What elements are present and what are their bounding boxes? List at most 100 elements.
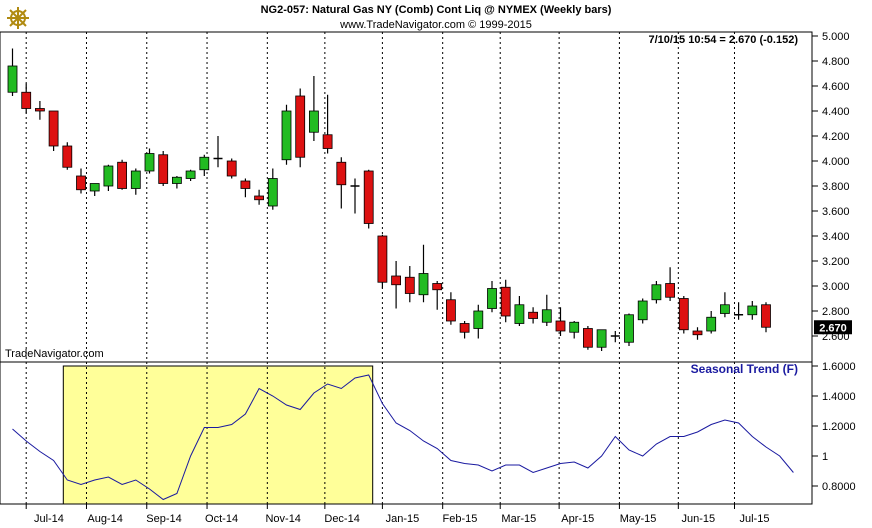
date-axis-label: Dec-14 [324, 513, 359, 525]
candle-body [500, 286, 511, 317]
candle [391, 261, 402, 309]
quote-readout: 7/10/15 10:54 = 2.670 (-0.152) [648, 34, 798, 46]
candle [226, 158, 237, 179]
candle [418, 244, 429, 303]
last-value-marker: 2.670 [814, 320, 852, 335]
price-axis-tick-label: 4.000 [822, 156, 850, 168]
candle-body [596, 329, 607, 348]
candle [665, 267, 675, 301]
price-axis-tick-label: 4.800 [822, 56, 850, 68]
candle [267, 168, 278, 210]
candle [692, 327, 703, 340]
chart-subtitle: www.TradeNavigator.com © 1999-2015 [339, 19, 532, 31]
candle-body [336, 161, 347, 186]
candle [322, 94, 333, 154]
candle [432, 281, 443, 310]
candle-body [583, 328, 593, 348]
seasonal-trend-line [12, 374, 794, 501]
price-axis-tick-label: 3.200 [822, 256, 850, 268]
price-axis-tick-label: 3.800 [822, 181, 850, 193]
price-axis-tick-label: 4.200 [822, 131, 850, 143]
candle-body [514, 304, 525, 324]
candle [363, 169, 374, 229]
candle-body [35, 108, 45, 112]
candle-body [377, 235, 388, 283]
candle [213, 136, 223, 168]
candle-body [144, 153, 155, 172]
candle-body [569, 321, 580, 333]
candle [89, 183, 100, 196]
candle-body [48, 110, 59, 147]
candle-body [637, 300, 648, 321]
candle-body [171, 176, 182, 184]
candle [761, 302, 771, 333]
candle [199, 154, 210, 176]
candle [254, 189, 265, 205]
date-axis-label: May-15 [620, 513, 657, 525]
candle [747, 301, 758, 320]
price-axis-tick-label: 3.000 [822, 281, 850, 293]
date-axis-label: Jul-14 [34, 513, 64, 525]
candle-body [185, 170, 196, 179]
candle [473, 304, 484, 339]
candle [48, 110, 59, 151]
candle-body [541, 309, 552, 323]
candle-body [62, 145, 73, 168]
watermark: TradeNavigator.com [5, 348, 104, 360]
ship-wheel-icon [7, 7, 29, 29]
date-axis-label: Oct-14 [205, 513, 238, 525]
seasonal-axis-tick-label: 1.2000 [822, 421, 856, 433]
candle [62, 142, 73, 170]
candle [528, 307, 538, 324]
candle-body [624, 314, 634, 343]
candle [720, 292, 730, 318]
candle [624, 313, 634, 346]
price-axis-tick-label: 4.600 [822, 81, 850, 93]
candle [7, 48, 18, 96]
seasonal-series-name: Seasonal Trend (F) [691, 362, 798, 376]
candle [185, 169, 196, 181]
candle-body [761, 304, 771, 328]
candle-body [130, 170, 141, 189]
candle-body [21, 91, 32, 109]
candle-body [665, 283, 675, 298]
candle [171, 176, 182, 189]
candle-body [308, 110, 319, 133]
candle-body [445, 299, 456, 322]
seasonal-axis-tick-label: 1.6000 [822, 361, 856, 373]
candle [130, 168, 141, 195]
candle [583, 326, 593, 350]
candle [350, 178, 360, 214]
candle [610, 331, 620, 343]
candle [459, 321, 470, 339]
candle [76, 168, 86, 194]
candle-body [76, 175, 86, 191]
candle [21, 83, 32, 114]
last-value-label: 2.670 [819, 322, 847, 334]
candle-body [89, 183, 100, 192]
candle [569, 321, 580, 339]
candle [487, 281, 497, 313]
candle [555, 307, 566, 336]
candle-body [158, 154, 169, 184]
candle [117, 159, 127, 190]
candle-body [528, 311, 538, 319]
candle-body [459, 323, 470, 333]
candle-body [432, 283, 443, 291]
candle [158, 151, 169, 186]
price-axis-tick-label: 2.800 [822, 306, 850, 318]
candle-body [706, 316, 717, 332]
candle-body [254, 195, 265, 201]
candle-body [240, 180, 251, 189]
candle-body [103, 165, 114, 187]
date-axis-label: Aug-14 [87, 513, 122, 525]
candle [336, 157, 347, 209]
price-axis-tick-label: 5.000 [822, 31, 850, 43]
candle-body [418, 273, 429, 296]
date-axis-label: Jul-15 [740, 513, 770, 525]
date-axis-label: Nov-14 [265, 513, 300, 525]
candle-body [692, 330, 703, 336]
chart-title: NG2-057: Natural Gas NY (Comb) Cont Liq … [261, 4, 612, 16]
candle [651, 281, 662, 304]
